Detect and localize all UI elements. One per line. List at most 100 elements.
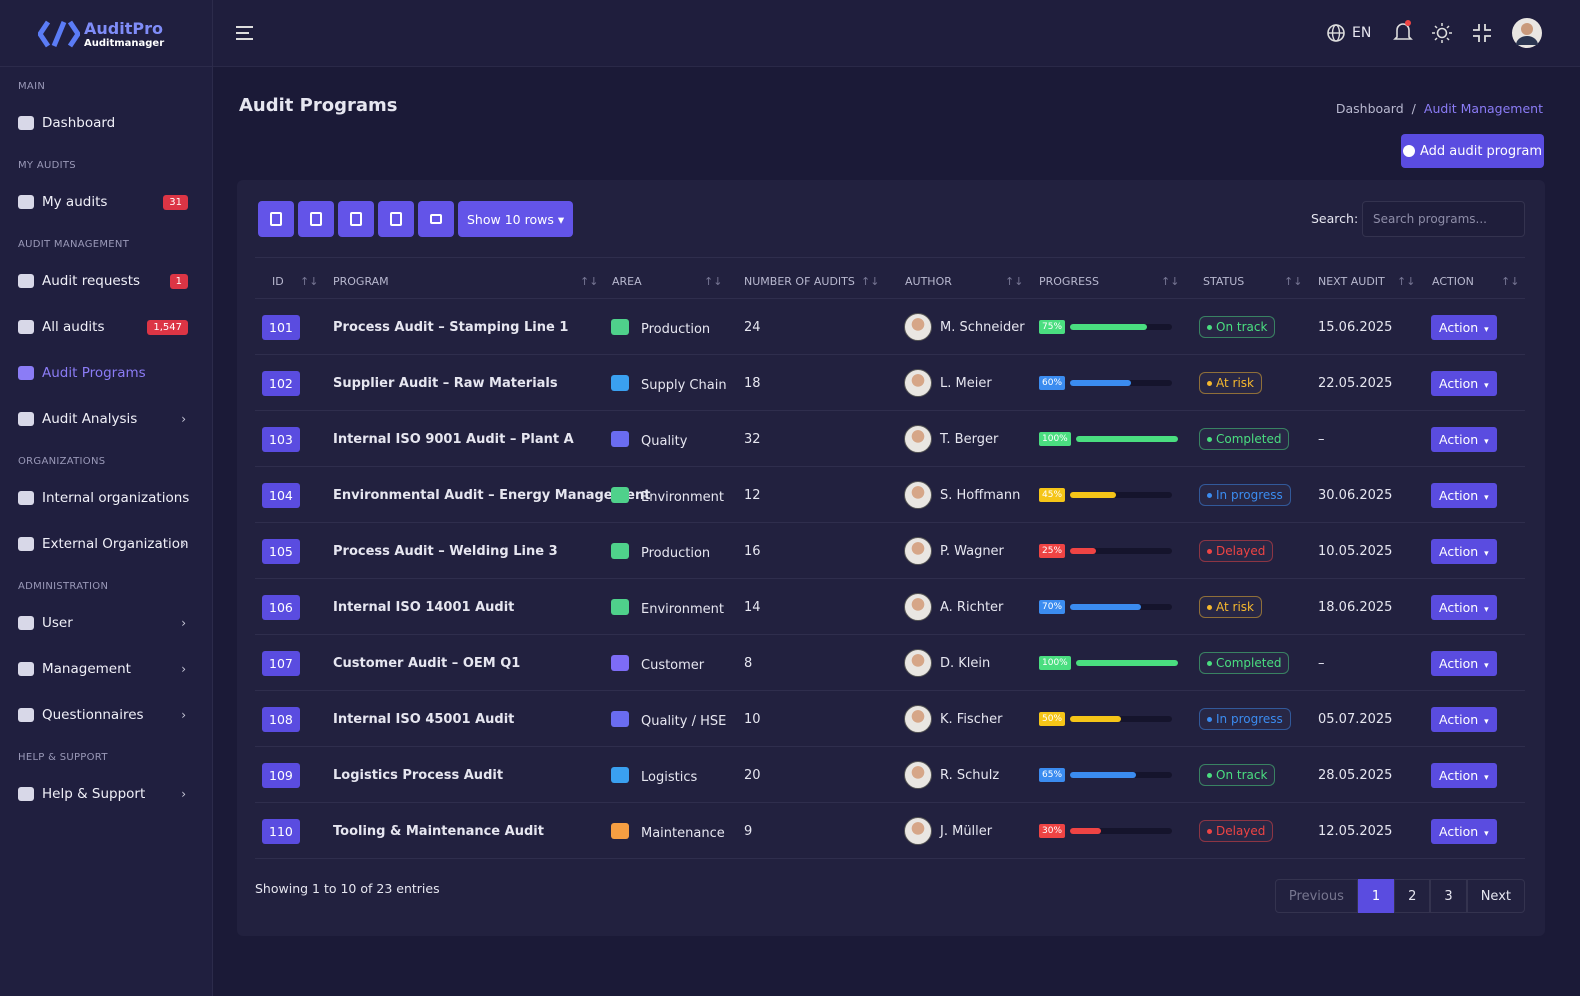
page-number[interactable]: 3 — [1430, 879, 1467, 913]
area-icon — [611, 823, 629, 839]
area-name: Maintenance — [641, 825, 725, 841]
column-header[interactable]: AREA — [612, 275, 642, 288]
progress-track — [1070, 548, 1173, 554]
column-header[interactable]: NEXT AUDIT — [1318, 275, 1385, 288]
audits-cell: 12 — [744, 467, 761, 523]
progress-bar — [1075, 660, 1178, 666]
program-name: Process Audit – Stamping Line 1 — [333, 319, 569, 335]
nav-item[interactable]: Questionnaires › — [0, 692, 213, 738]
nav-item[interactable]: User › — [0, 600, 213, 646]
sort-icon[interactable]: ↑↓ — [1005, 275, 1024, 288]
column-header[interactable]: ID — [272, 275, 284, 288]
rows-button[interactable]: Show 10 rows ▾ — [458, 201, 574, 237]
nav-item[interactable]: External Organization › — [0, 521, 213, 567]
column-header[interactable]: AUTHOR — [905, 275, 952, 288]
action-button[interactable]: Action ▾ — [1431, 426, 1497, 452]
sort-icon[interactable]: ↑↓ — [580, 275, 599, 288]
language[interactable]: EN — [1352, 25, 1372, 41]
nav-item[interactable]: Audit Programs — [0, 350, 213, 396]
action-button[interactable]: Action ▾ — [1431, 370, 1497, 396]
area-name: Production — [641, 545, 711, 561]
action-button[interactable]: Action ▾ — [1431, 650, 1497, 676]
status-dot — [1207, 773, 1212, 778]
nav-section-title: AUDIT MANAGEMENT — [18, 239, 130, 250]
user-avatar[interactable] — [1511, 17, 1543, 49]
search-input[interactable]: Search programs... — [1362, 201, 1525, 237]
action-button[interactable]: Action ▾ — [1431, 594, 1497, 620]
nav-label: All audits — [42, 319, 105, 335]
page-previous[interactable]: Previous — [1274, 879, 1358, 913]
progress-bar — [1070, 828, 1101, 834]
copy-button[interactable] — [258, 201, 294, 237]
theme-toggle[interactable] — [1432, 23, 1452, 43]
page-number[interactable]: 2 — [1394, 879, 1431, 913]
audit-count: 20 — [744, 767, 761, 783]
nav-item[interactable]: Management › — [0, 646, 213, 692]
action-button[interactable]: Action ▾ — [1431, 482, 1497, 508]
program-cell: Customer Audit – OEM Q1 — [333, 635, 520, 691]
author-name: J. Müller — [940, 823, 993, 839]
action-button[interactable]: Action ▾ — [1431, 314, 1497, 340]
nav-item[interactable]: Audit requests 1 — [0, 258, 213, 304]
progress-label: 30% — [1039, 824, 1066, 838]
fullscreen[interactable] — [1473, 24, 1491, 42]
status-pill: On track — [1199, 764, 1276, 786]
progress-cell: 45% — [1039, 467, 1173, 523]
column-header[interactable]: STATUS — [1203, 275, 1245, 288]
area-icon — [611, 543, 629, 559]
page-number[interactable]: 1 — [1357, 879, 1395, 913]
status-cell: At risk — [1199, 355, 1262, 411]
pdf-button[interactable] — [378, 201, 414, 237]
column-header[interactable]: PROGRESS — [1039, 275, 1100, 288]
action-button[interactable]: Action ▾ — [1431, 818, 1497, 844]
author-name: R. Schulz — [940, 767, 1000, 783]
menu-toggle[interactable] — [236, 26, 253, 40]
column-header[interactable]: PROGRAM — [333, 275, 389, 288]
status-label: At risk — [1216, 600, 1254, 614]
column-header[interactable]: ACTION — [1432, 275, 1474, 288]
sort-icon[interactable]: ↑↓ — [1161, 275, 1180, 288]
action-label: Action — [1439, 543, 1479, 559]
nav-badge: 1 — [169, 273, 188, 289]
page-next[interactable]: Next — [1466, 879, 1525, 913]
area-cell: Logistics — [611, 747, 697, 803]
print-button[interactable] — [418, 201, 454, 237]
column-header[interactable]: NUMBER OF AUDITS — [744, 275, 855, 288]
nav-item[interactable]: Internal organizations — [0, 475, 213, 521]
nav-item[interactable]: Dashboard — [0, 100, 213, 146]
nav-icon — [18, 616, 34, 630]
search-label: Search: — [1311, 211, 1359, 226]
nav-item[interactable]: All audits 1,547 — [0, 304, 213, 350]
sort-icon[interactable]: ↑↓ — [704, 275, 723, 288]
sort-icon[interactable]: ↑↓ — [300, 275, 319, 288]
action-button[interactable]: Action ▾ — [1431, 706, 1497, 732]
globe-icon[interactable] — [1327, 24, 1345, 42]
notifications[interactable] — [1393, 20, 1413, 44]
chevron: › — [181, 787, 186, 801]
action-button[interactable]: Action ▾ — [1431, 538, 1497, 564]
action-button[interactable]: Action ▾ — [1431, 762, 1497, 788]
excel-button[interactable] — [338, 201, 374, 237]
breadcrumb-link[interactable]: Dashboard — [1335, 101, 1404, 116]
sort-icon[interactable]: ↑↓ — [1284, 275, 1303, 288]
sort-icon[interactable]: ↑↓ — [1397, 275, 1416, 288]
status-dot — [1207, 717, 1212, 722]
status-pill: Completed — [1199, 428, 1290, 450]
status-dot — [1207, 493, 1212, 498]
csv-button[interactable] — [298, 201, 334, 237]
table-row: 110 Tooling & Maintenance Audit Maintenanc… — [255, 803, 1525, 859]
action-cell: Action ▾ — [1431, 691, 1497, 747]
sort-icon[interactable]: ↑↓ — [861, 275, 880, 288]
nav-label: Dashboard — [42, 115, 116, 131]
sort-icon[interactable]: ↑↓ — [1501, 275, 1520, 288]
add-button[interactable]: Add audit program — [1401, 134, 1544, 168]
card — [237, 180, 1545, 936]
nav-item[interactable]: Audit Analysis › — [0, 396, 213, 442]
nav-item[interactable]: My audits 31 — [0, 179, 213, 225]
area-cell: Maintenance — [611, 803, 725, 859]
audits-cell: 20 — [744, 747, 761, 803]
author-avatar — [904, 761, 932, 789]
brand: AuditPro Auditmanager — [0, 0, 213, 67]
nav-item[interactable]: Help & Support › — [0, 771, 213, 817]
program-name: Process Audit – Welding Line 3 — [333, 543, 558, 559]
